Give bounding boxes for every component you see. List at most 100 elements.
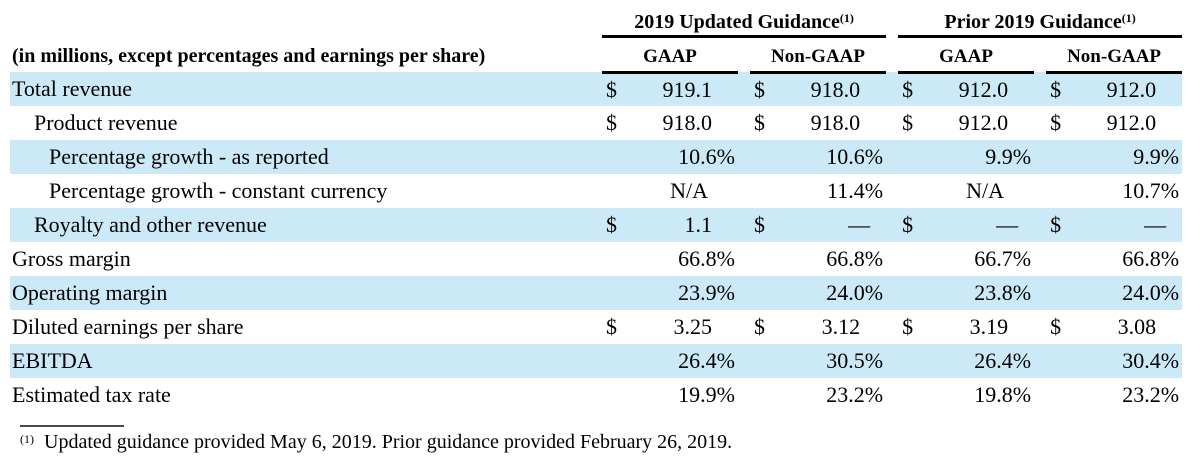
currency-symbol xyxy=(898,276,928,310)
column-gap xyxy=(886,378,898,412)
footnote-line: (1) Updated guidance provided May 6, 2019… xyxy=(20,431,1192,454)
currency-symbol: $ xyxy=(606,314,617,339)
table-row: EBITDA 26.4% 30.5% 26.4% 30.4% xyxy=(10,344,1183,378)
currency-symbol xyxy=(750,344,780,378)
row-label: Percentage growth - as reported xyxy=(49,144,329,169)
currency-symbol xyxy=(602,276,632,310)
cell-value: 912.0 xyxy=(1106,76,1157,102)
cell-value: 912.0 xyxy=(958,110,1009,135)
subheader-row: (in millions, except percentages and ear… xyxy=(10,36,1183,74)
currency-symbol xyxy=(1046,174,1076,208)
row-label: Total revenue xyxy=(12,76,133,101)
column-gap xyxy=(886,276,898,310)
row-label: Diluted earnings per share xyxy=(12,314,244,339)
column-gap xyxy=(886,344,898,378)
footnote-ref-icon: (1) xyxy=(839,10,854,25)
cell-value: 30.5% xyxy=(826,348,884,373)
table-row: Estimated tax rate 19.9% 23.2% 19.8% 23.2% xyxy=(10,378,1182,412)
column-gap xyxy=(1034,378,1046,412)
column-gap xyxy=(1034,106,1046,140)
currency-symbol xyxy=(1046,276,1076,310)
column-gap xyxy=(886,72,898,106)
cell-value: 66.8% xyxy=(678,246,735,271)
table-row: Gross margin 66.8% 66.8% 66.7% 66.8% xyxy=(10,242,1182,276)
currency-symbol: $ xyxy=(754,212,765,237)
currency-symbol xyxy=(1046,344,1076,378)
cell-value: 11.4% xyxy=(827,178,884,203)
table-row: Total revenue $919.1 $918.0 $912.0 $912.0 xyxy=(10,72,1183,106)
column-gap xyxy=(738,106,750,140)
column-gap xyxy=(738,310,750,344)
column-gap xyxy=(1034,140,1046,174)
guidance-section: 2019 Updated Guidance(1) Prior 2019 Guid… xyxy=(10,4,1192,454)
column-gap xyxy=(738,378,750,412)
currency-symbol xyxy=(750,378,780,412)
group-header-row: 2019 Updated Guidance(1) Prior 2019 Guid… xyxy=(10,4,1183,38)
cell-value: 9.9% xyxy=(1133,144,1180,169)
currency-symbol: $ xyxy=(754,76,765,102)
currency-symbol xyxy=(1046,378,1076,412)
row-label: Royalty and other revenue xyxy=(34,212,267,237)
cell-value: 23.9% xyxy=(678,280,735,305)
column-gap xyxy=(886,140,898,174)
footnote: (1) Updated guidance provided May 6, 2019… xyxy=(10,425,1192,454)
currency-symbol: $ xyxy=(1050,110,1062,135)
column-gap xyxy=(738,140,750,174)
currency-symbol xyxy=(898,242,928,276)
currency-symbol: $ xyxy=(902,314,914,339)
currency-symbol xyxy=(602,140,632,174)
column-gap xyxy=(738,242,750,276)
cell-value: 66.8% xyxy=(826,246,884,271)
column-gap xyxy=(738,208,750,242)
cell-value: 918.0 xyxy=(810,110,861,135)
currency-symbol: $ xyxy=(1050,212,1062,237)
cell-value: 24.0% xyxy=(1122,280,1180,305)
currency-symbol: $ xyxy=(902,110,914,135)
cell-value: — xyxy=(1144,212,1167,237)
cell-value: 19.8% xyxy=(974,382,1032,407)
row-label: EBITDA xyxy=(12,348,93,373)
footnote-ref-icon: (1) xyxy=(1121,10,1136,25)
group-header-updated-label: 2019 Updated Guidance xyxy=(634,10,840,33)
row-label: Estimated tax rate xyxy=(12,382,171,407)
column-gap xyxy=(1034,208,1046,242)
column-gap xyxy=(886,310,898,344)
cell-value: — xyxy=(996,212,1019,237)
column-gap xyxy=(1034,344,1046,378)
cell-value: 10.6% xyxy=(678,144,735,169)
currency-symbol: $ xyxy=(1050,76,1062,102)
cell-value: 66.7% xyxy=(974,246,1032,271)
column-gap xyxy=(738,174,750,208)
guidance-table: 2019 Updated Guidance(1) Prior 2019 Guid… xyxy=(10,4,1183,412)
group-header-prior: Prior 2019 Guidance(1) xyxy=(898,4,1183,38)
group-gap xyxy=(886,4,898,36)
currency-symbol xyxy=(750,242,780,276)
currency-symbol xyxy=(602,242,632,276)
cell-value: 23.2% xyxy=(1122,382,1180,407)
group-gap xyxy=(1034,36,1046,72)
footnote-divider xyxy=(20,425,124,427)
currency-symbol xyxy=(750,174,780,208)
cell-value: 10.6% xyxy=(826,144,884,169)
table-row: Operating margin 23.9% 24.0% 23.8% 24.0% xyxy=(10,276,1183,310)
currency-symbol: $ xyxy=(606,212,617,237)
cell-value: 3.19 xyxy=(969,314,1009,339)
currency-symbol xyxy=(898,174,928,208)
currency-symbol: $ xyxy=(754,110,765,135)
cell-value: 24.0% xyxy=(826,280,884,305)
currency-symbol xyxy=(750,276,780,310)
row-label: Percentage growth - constant currency xyxy=(49,178,388,203)
currency-symbol: $ xyxy=(902,212,914,237)
currency-symbol xyxy=(898,140,928,174)
table-row: Product revenue $918.0 $918.0 $912.0 $912.0 xyxy=(10,106,1182,140)
column-gap xyxy=(886,106,898,140)
cell-value: 19.9% xyxy=(678,382,735,407)
currency-symbol: $ xyxy=(1050,314,1062,339)
cell-value: 3.12 xyxy=(821,314,861,339)
column-gap xyxy=(1034,310,1046,344)
group-header-updated: 2019 Updated Guidance(1) xyxy=(602,4,887,38)
cell-value: 3.08 xyxy=(1117,314,1157,339)
cell-value: 66.8% xyxy=(1122,246,1180,271)
currency-symbol xyxy=(898,378,928,412)
cell-value: N/A xyxy=(966,178,1005,203)
